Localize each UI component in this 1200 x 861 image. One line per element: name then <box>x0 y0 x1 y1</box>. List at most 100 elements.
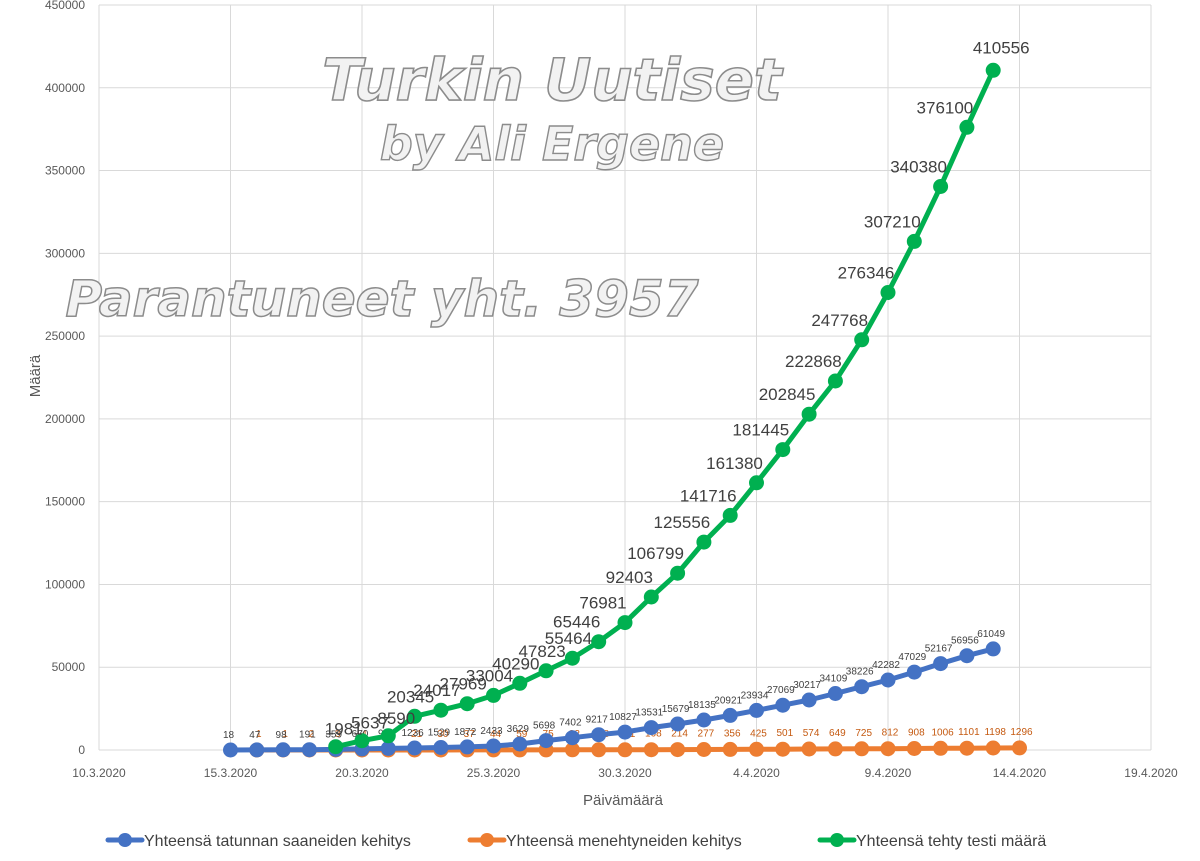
data-label: 1981 <box>325 720 363 739</box>
data-point <box>328 739 344 755</box>
data-label: 27969 <box>440 675 487 694</box>
legend-entry-1: Yhteensä tatunnan saaneiden kehitys <box>105 833 411 850</box>
data-label: 161380 <box>706 454 763 473</box>
data-label: 18135 <box>688 700 716 711</box>
data-point <box>985 641 1001 657</box>
data-label: 106799 <box>627 544 684 563</box>
data-point <box>880 741 896 757</box>
data-label: 1236 <box>401 728 424 739</box>
y-tick-label: 200000 <box>45 412 85 426</box>
data-point <box>959 119 975 135</box>
data-label: 15679 <box>662 704 690 715</box>
data-point <box>591 634 607 650</box>
data-point <box>223 742 238 758</box>
data-point <box>301 742 317 758</box>
data-label: 65446 <box>553 613 600 632</box>
data-point <box>696 534 712 550</box>
legend-label: Yhteensä tatunnan saaneiden kehitys <box>144 833 411 850</box>
data-label: 20345 <box>387 687 434 706</box>
data-point <box>643 589 659 605</box>
data-point <box>906 664 922 680</box>
data-point <box>380 740 396 756</box>
data-point <box>459 739 475 755</box>
data-label: 61049 <box>977 629 1005 640</box>
data-label: 1101 <box>958 727 980 738</box>
data-point <box>433 740 449 755</box>
data-label: 92403 <box>606 568 653 587</box>
data-point <box>906 233 922 249</box>
data-point <box>722 741 738 757</box>
data-point <box>459 696 475 712</box>
watermark-byline: by Ali Ergene <box>380 117 724 171</box>
data-label: 98 <box>276 730 288 741</box>
data-label: 56956 <box>951 636 979 647</box>
legend-entry-3: Yhteensä tehty testi määrä <box>817 833 1046 850</box>
data-point <box>696 742 712 757</box>
data-point <box>801 692 817 708</box>
legend-marker <box>480 833 494 847</box>
x-axis-title: Päivämäärä <box>583 792 664 809</box>
data-label: 42282 <box>872 660 900 671</box>
data-label: 1 <box>256 729 262 740</box>
watermark-title: Turkin Uutiset <box>322 46 784 114</box>
data-label: 376100 <box>917 98 974 117</box>
data-point <box>617 615 633 631</box>
x-tick-label: 4.4.2020 <box>733 766 780 780</box>
x-tick-label: 30.3.2020 <box>598 766 652 780</box>
x-tick-label: 19.4.2020 <box>1124 766 1178 780</box>
data-label: 55464 <box>545 629 592 648</box>
data-point <box>959 740 975 756</box>
y-tick-label: 250000 <box>45 329 85 343</box>
data-label: 649 <box>829 728 846 739</box>
data-label: 3 <box>335 729 341 740</box>
data-labels: 1847981913596709471236152918722433362956… <box>223 629 1006 741</box>
legend-marker <box>118 833 132 847</box>
data-label: 30217 <box>793 680 821 691</box>
data-point <box>670 565 686 581</box>
data-label: 359 <box>325 729 342 740</box>
data-label: 23934 <box>741 690 769 701</box>
data-label: 276346 <box>838 264 895 283</box>
data-point <box>801 741 817 757</box>
data-point <box>749 475 764 491</box>
data-point <box>827 373 843 389</box>
data-label: 38226 <box>846 667 874 678</box>
data-label: 10827 <box>609 712 637 723</box>
data-label: 3629 <box>507 724 530 735</box>
legend-label: Yhteensä menehtyneiden kehitys <box>506 833 742 850</box>
data-label: 59 <box>516 729 528 740</box>
x-tick-label: 14.4.2020 <box>993 766 1047 780</box>
data-label: 21 <box>411 729 423 740</box>
data-point <box>933 179 949 194</box>
data-point <box>854 332 870 348</box>
data-point <box>564 730 580 746</box>
y-tick-label: 450000 <box>45 0 85 12</box>
data-label: 307210 <box>864 212 921 231</box>
data-label: 34109 <box>819 674 847 685</box>
data-point <box>1012 740 1027 756</box>
data-label: 33004 <box>466 666 513 685</box>
data-point <box>906 741 922 756</box>
y-tick-label: 50000 <box>52 660 86 674</box>
data-point <box>696 712 712 728</box>
data-point <box>643 742 659 758</box>
data-label: 501 <box>776 728 793 739</box>
watermark-recovered-total: Parantuneet yht. 3957 <box>65 270 698 328</box>
data-label: 2 <box>309 729 315 740</box>
data-point <box>827 686 843 701</box>
data-label: 908 <box>908 728 925 739</box>
data-point <box>564 650 580 666</box>
data-point <box>985 62 1001 78</box>
data-point <box>354 733 370 749</box>
data-label: 574 <box>803 728 820 739</box>
gridlines <box>98 4 1152 751</box>
data-label: 222868 <box>785 352 842 371</box>
data-point <box>275 742 291 758</box>
data-label: 37 <box>464 729 476 740</box>
data-label: 5637 <box>351 714 389 733</box>
data-point <box>722 707 738 723</box>
y-tick-label: 400000 <box>45 81 85 95</box>
data-point <box>959 648 975 664</box>
data-point <box>538 733 554 749</box>
